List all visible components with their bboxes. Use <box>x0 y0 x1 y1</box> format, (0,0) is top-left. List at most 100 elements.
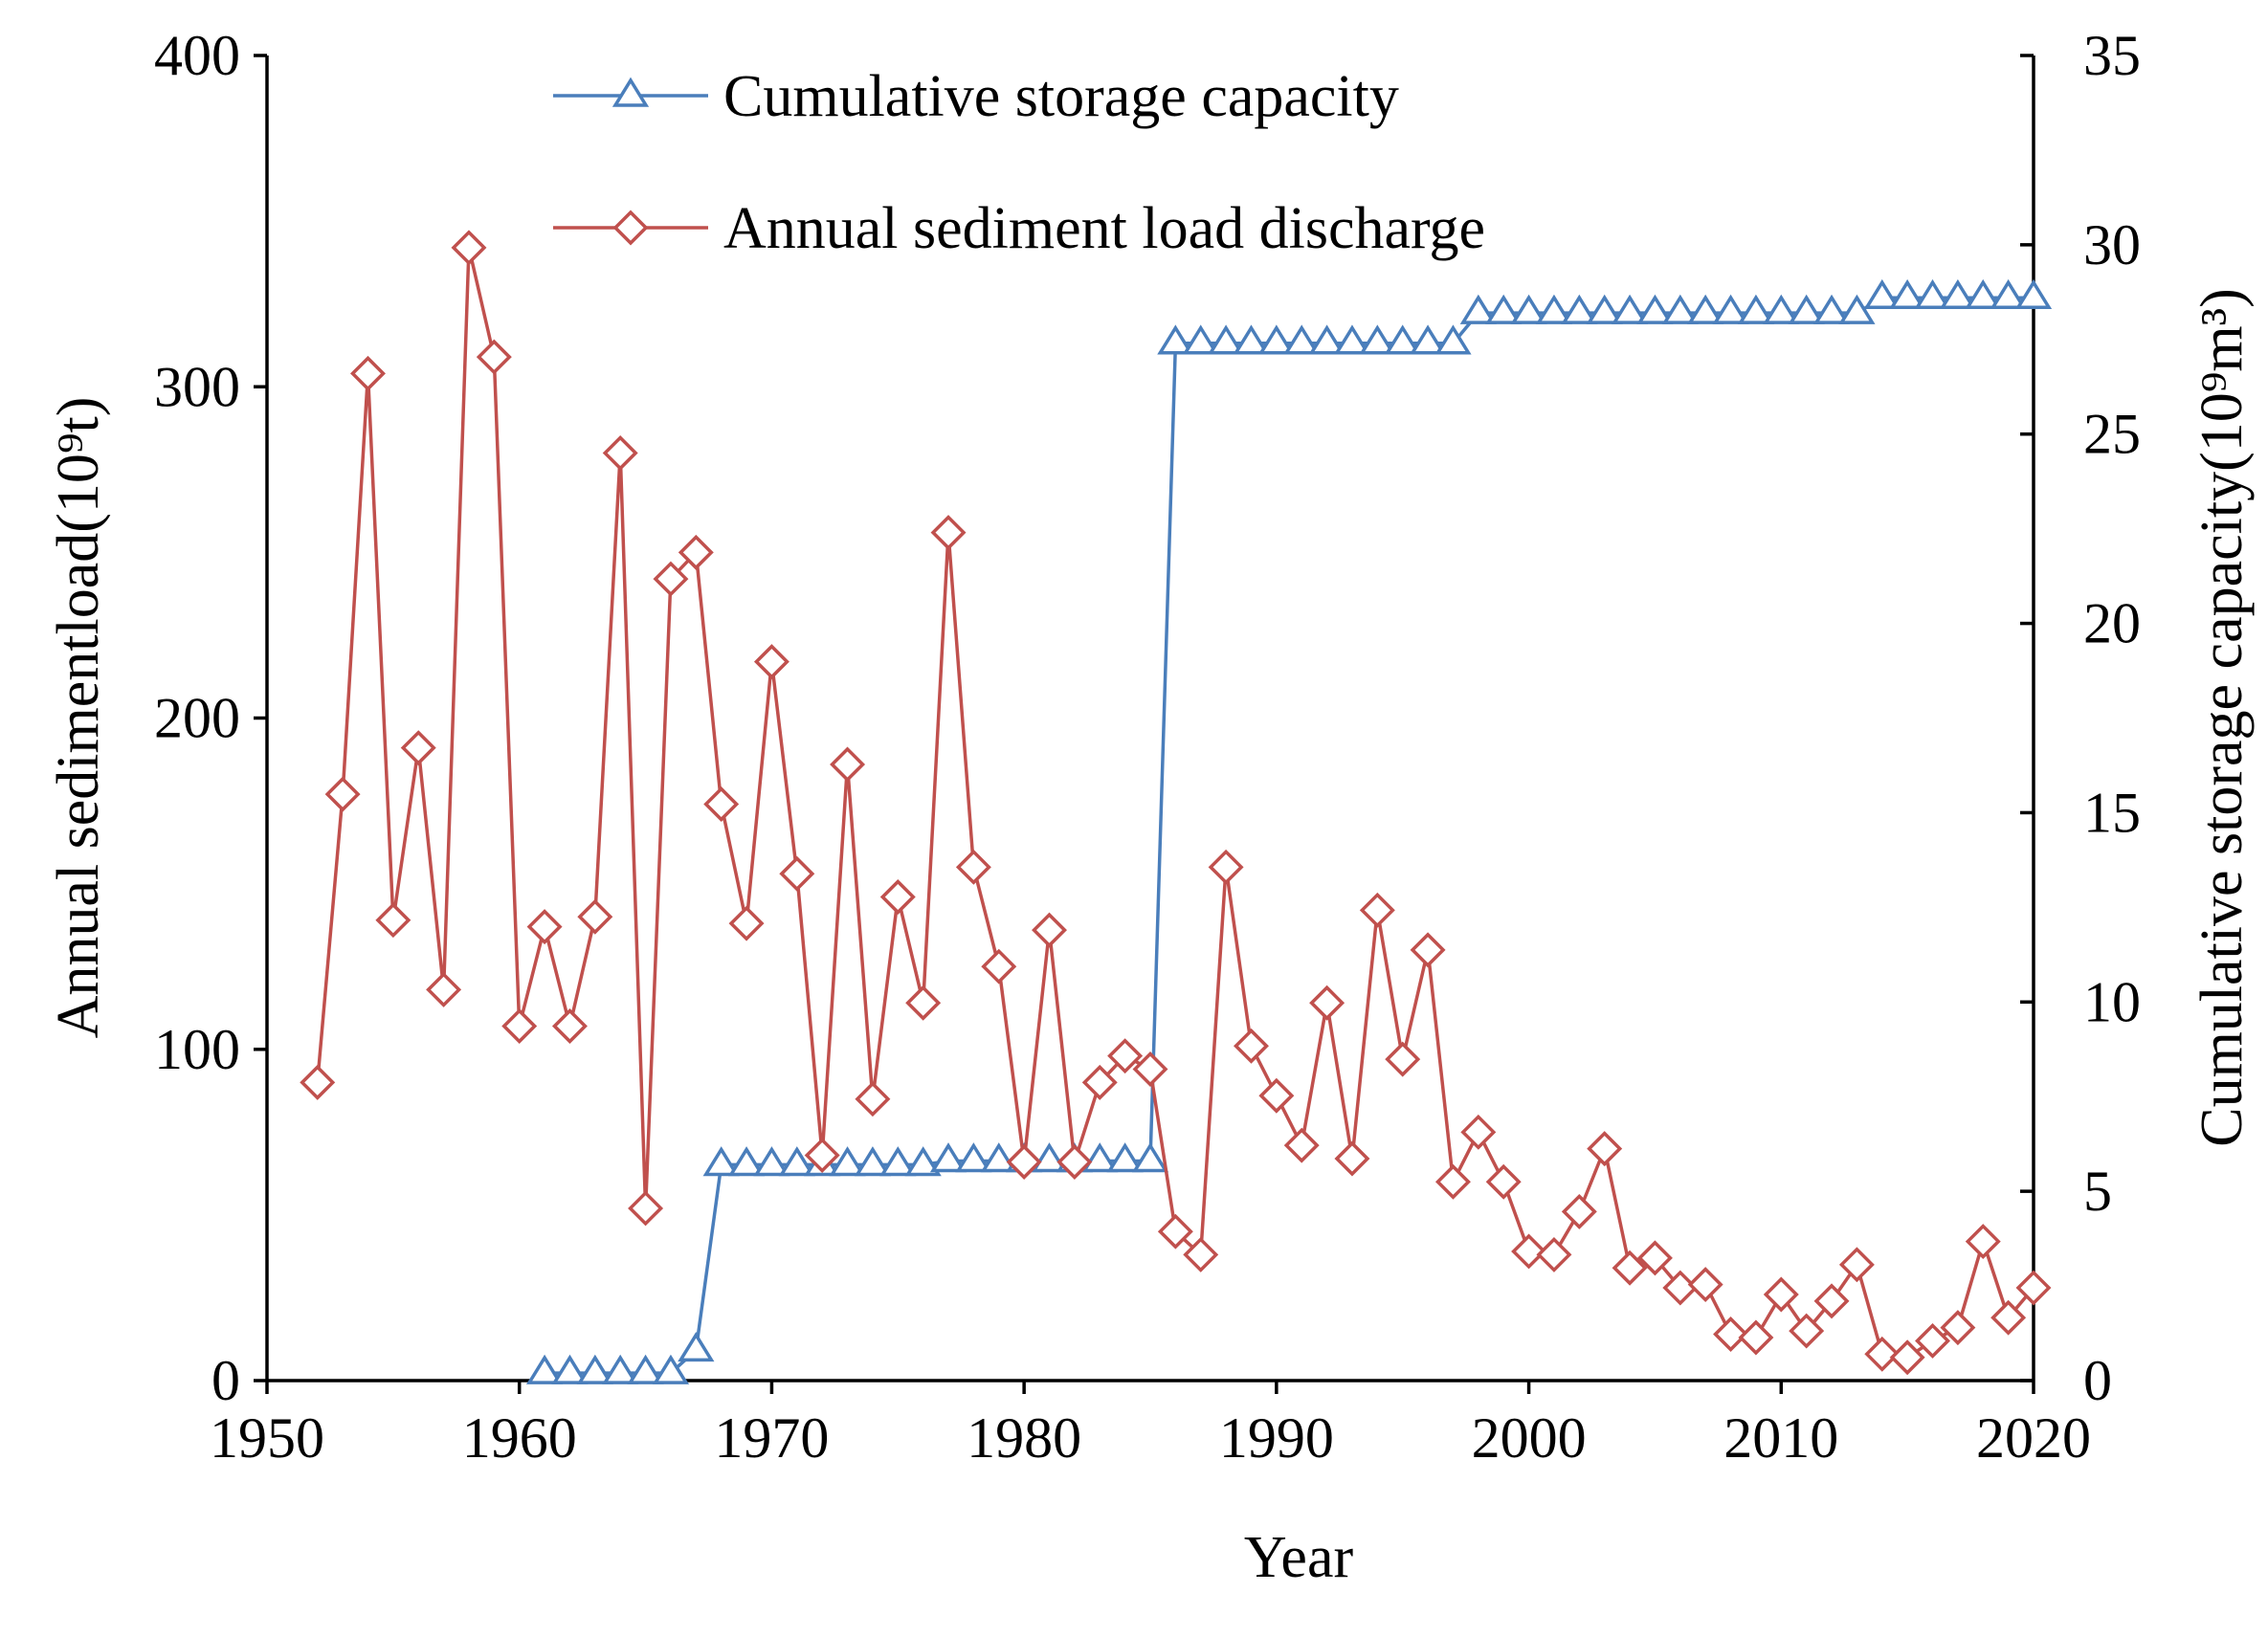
data-point <box>905 984 942 1021</box>
data-point <box>1586 294 1623 324</box>
data-point <box>855 1081 891 1117</box>
data-point <box>980 1142 1017 1173</box>
data-point <box>2015 1270 2052 1306</box>
data-point <box>1434 324 1472 355</box>
data-point <box>1183 1236 1219 1272</box>
data-point <box>525 1354 564 1384</box>
data-point <box>778 1146 815 1177</box>
data-point <box>1459 294 1497 324</box>
legend-label-storage: Cumulative storage capacity <box>723 64 1399 129</box>
data-point <box>1914 278 1951 310</box>
data-point <box>703 786 740 822</box>
x-tick-label: 1980 <box>967 1406 1081 1470</box>
data-point <box>1132 1051 1168 1088</box>
series <box>300 230 2053 1384</box>
data-point <box>727 1146 766 1177</box>
data-point <box>1106 1142 1144 1173</box>
data-point <box>1612 1250 1648 1286</box>
data-point <box>1536 1236 1572 1272</box>
data-point <box>1157 1213 1193 1250</box>
data-point <box>577 898 613 935</box>
data-point <box>1006 1143 1042 1180</box>
data-point <box>1182 324 1219 355</box>
legend-marker-storage <box>611 77 650 107</box>
data-point <box>955 849 991 885</box>
data-point <box>854 1146 892 1177</box>
data-point <box>1965 278 2002 310</box>
data-point <box>829 1146 866 1177</box>
data-point <box>576 1354 613 1384</box>
data-point <box>1611 294 1649 324</box>
x-tick-label: 1950 <box>210 1406 324 1470</box>
data-point <box>627 1354 664 1384</box>
data-point <box>1409 324 1447 355</box>
data-point <box>426 971 462 1007</box>
data-point <box>551 1008 588 1044</box>
data-point <box>1258 1077 1295 1114</box>
data-point <box>1207 324 1245 355</box>
data-point <box>1587 1131 1623 1167</box>
data-point <box>1283 1127 1320 1163</box>
data-point <box>904 1146 942 1177</box>
x-tick-label: 1960 <box>462 1406 577 1470</box>
data-point <box>1789 1313 1825 1349</box>
data-point <box>551 1354 589 1384</box>
data-point <box>1333 324 1371 355</box>
data-point <box>1234 1028 1269 1064</box>
data-point <box>1940 1310 1976 1346</box>
legend-label-sediment: Annual sediment load discharge <box>723 196 1485 261</box>
data-point <box>1384 324 1421 355</box>
right-y-tick-label: 10 <box>2083 970 2141 1033</box>
data-point <box>1510 294 1547 324</box>
data-point <box>501 1008 538 1044</box>
data-point <box>1990 278 2027 310</box>
data-point <box>375 902 411 939</box>
right-y-tick-label: 25 <box>2083 403 2141 466</box>
data-point <box>1915 1322 1950 1359</box>
data-point <box>1687 1267 1723 1303</box>
data-point <box>1636 294 1674 324</box>
data-point <box>879 879 916 915</box>
right-y-tick-label: 0 <box>2083 1349 2112 1412</box>
data-point <box>728 905 765 941</box>
data-point <box>1460 1114 1497 1150</box>
data-point <box>779 855 815 892</box>
data-point <box>1233 324 1270 355</box>
data-point <box>1257 324 1295 355</box>
data-point <box>1561 294 1598 324</box>
data-point <box>1561 1193 1597 1229</box>
data-point <box>1056 1143 1093 1180</box>
data-point <box>1157 324 1194 355</box>
right-y-tick-label: 30 <box>2083 213 2141 277</box>
data-point <box>1712 294 1749 324</box>
data-point <box>400 730 436 766</box>
data-point <box>753 644 789 680</box>
legend-marker-sediment <box>612 210 649 246</box>
data-point <box>1889 278 1926 310</box>
series-line <box>545 296 2034 1375</box>
data-point <box>1081 1064 1118 1100</box>
data-point <box>1535 294 1573 324</box>
data-point <box>1032 912 1067 948</box>
data-point <box>1763 294 1800 324</box>
data-point <box>1283 324 1321 355</box>
data-point <box>981 948 1017 984</box>
data-point <box>678 534 714 570</box>
data-point <box>602 1354 639 1384</box>
x-tick-label: 1970 <box>714 1406 829 1470</box>
data-point <box>1308 324 1345 355</box>
data-point <box>1838 1247 1875 1283</box>
data-point <box>1359 324 1396 355</box>
data-point <box>1309 984 1345 1021</box>
data-point <box>1763 1276 1799 1313</box>
x-tick-label: 2020 <box>1976 1406 2091 1470</box>
data-point <box>955 1142 992 1173</box>
series-storage-capacity <box>525 278 2053 1384</box>
data-point <box>1107 1038 1144 1074</box>
data-point <box>1081 1142 1119 1173</box>
tick-labels: 1950 1960 1970 1980 1990 2000 2010 202001002003… <box>154 24 2141 1470</box>
data-point <box>1208 849 1244 885</box>
data-point <box>929 1142 967 1173</box>
data-point <box>1485 294 1523 324</box>
data-point <box>1812 294 1851 324</box>
